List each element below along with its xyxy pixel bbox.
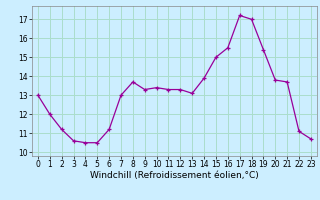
X-axis label: Windchill (Refroidissement éolien,°C): Windchill (Refroidissement éolien,°C) [90, 171, 259, 180]
